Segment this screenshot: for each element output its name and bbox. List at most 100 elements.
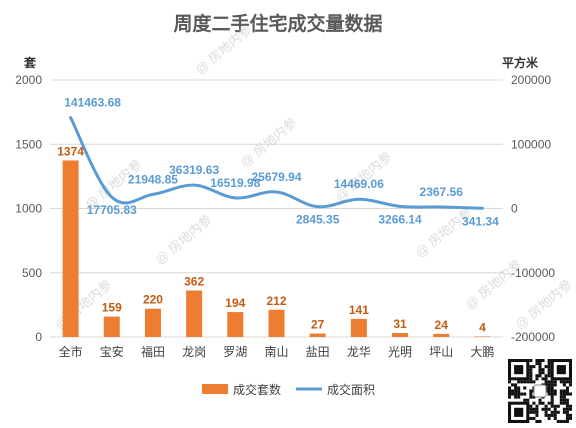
qr-module — [529, 410, 533, 414]
bar-data-label: 362 — [184, 274, 204, 288]
qr-module — [568, 404, 572, 408]
legend-swatch-bar — [202, 384, 228, 394]
qr-module — [559, 392, 563, 396]
qr-module — [532, 401, 536, 405]
qr-module — [547, 359, 551, 363]
category-label: 南山 — [264, 344, 288, 359]
qr-module — [538, 374, 542, 378]
qr-module — [553, 410, 557, 414]
qr-module — [565, 407, 569, 411]
qr-module — [565, 398, 569, 402]
qr-module — [559, 389, 563, 393]
qr-module — [541, 377, 545, 381]
qr-module — [559, 398, 563, 402]
qr-module — [556, 410, 560, 414]
category-label: 全市 — [59, 344, 83, 359]
right-tick-label: 0 — [511, 202, 518, 216]
qr-module — [523, 392, 527, 396]
qr-module — [550, 389, 554, 393]
qr-module — [562, 395, 566, 399]
line-data-label: 36319.63 — [169, 163, 219, 177]
bar-data-label: 27 — [311, 318, 325, 332]
qr-module — [556, 404, 560, 408]
watermark: @ 房地内参 — [512, 277, 574, 333]
qr-module — [535, 374, 539, 378]
qr-module — [544, 365, 548, 369]
category-label: 大鹏 — [470, 345, 494, 359]
qr-module — [529, 395, 533, 399]
category-label: 坪山 — [429, 345, 453, 359]
qr-module — [514, 389, 518, 393]
qr-module — [523, 386, 527, 390]
left-axis-ticks: 0 500 1000 1500 2000 — [15, 73, 42, 344]
bar — [350, 318, 367, 337]
qr-module — [565, 404, 569, 408]
line-data-label: 2367.56 — [420, 185, 464, 199]
qr-module — [529, 416, 533, 420]
qr-module — [541, 359, 545, 363]
qr-module — [508, 380, 512, 384]
qr-module — [568, 416, 572, 420]
qr-module — [535, 404, 539, 408]
qr-module — [565, 401, 569, 405]
qr-module — [529, 380, 533, 384]
left-tick-label: 1000 — [15, 202, 42, 216]
qr-module — [547, 386, 551, 390]
qr-module — [535, 407, 539, 411]
qr-module — [508, 395, 512, 399]
qr-module — [553, 380, 557, 384]
qr-module — [541, 371, 545, 375]
qr-module — [550, 398, 554, 402]
category-label: 龙华 — [347, 345, 371, 359]
qr-module — [550, 404, 554, 408]
category-label: 罗湖 — [223, 344, 247, 359]
right-tick-label: -200000 — [511, 330, 555, 344]
qr-module — [541, 401, 545, 405]
qr-logo — [533, 384, 547, 398]
qr-module — [511, 389, 515, 393]
qr-module — [553, 416, 557, 420]
qr-module — [550, 380, 554, 384]
qr-module — [565, 389, 569, 393]
qr-module — [562, 389, 566, 393]
qr-module — [544, 374, 548, 378]
category-label: 盐田 — [306, 345, 330, 359]
qr-module — [529, 359, 533, 363]
bar — [268, 309, 285, 337]
qr-finder — [514, 407, 524, 417]
qr-module — [553, 392, 557, 396]
qr-module — [562, 410, 566, 414]
category-label: 光明 — [388, 345, 412, 359]
qr-module — [565, 413, 569, 417]
qr-module — [559, 380, 563, 384]
qr-module — [550, 413, 554, 417]
qr-module — [520, 380, 524, 384]
qr-module — [568, 407, 572, 411]
qr-module — [550, 395, 554, 399]
qr-module — [517, 386, 521, 390]
left-tick-label: 0 — [35, 330, 42, 344]
qr-module — [547, 416, 551, 420]
qr-module — [529, 371, 533, 375]
qr-module — [541, 368, 545, 372]
qr-module — [556, 419, 560, 423]
qr-module — [535, 377, 539, 381]
left-axis-label: 套 — [23, 55, 37, 70]
legend-label-bar: 成交套数 — [233, 382, 281, 397]
qr-module — [529, 368, 533, 372]
category-label: 福田 — [141, 344, 165, 359]
qr-module — [523, 380, 527, 384]
watermark: @ 房地内参 — [152, 212, 214, 268]
right-tick-label: 100000 — [511, 137, 551, 151]
qr-module — [532, 410, 536, 414]
qr-module — [529, 404, 533, 408]
qr-module — [565, 419, 569, 423]
qr-module — [562, 419, 566, 423]
category-label: 宝安 — [100, 344, 124, 359]
bar — [186, 290, 203, 337]
qr-module — [559, 419, 563, 423]
line-data-label: 21948.85 — [128, 172, 178, 186]
qr-module — [562, 392, 566, 396]
bar-labels: 1374 159 220 362 194 212 27 141 31 24 4 — [57, 144, 486, 334]
